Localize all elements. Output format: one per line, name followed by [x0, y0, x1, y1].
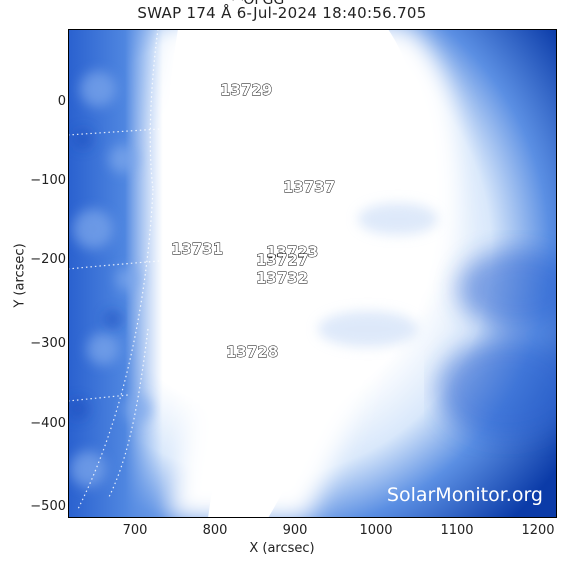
x-tick-label: 1200 [521, 523, 555, 538]
y-tick-label: −400 [30, 416, 66, 431]
solar-image: 13729 13737 13731 13723 13727 13732 1372… [68, 29, 557, 518]
y-tick-label: −300 [30, 336, 66, 351]
watermark: SolarMonitor.org [386, 484, 543, 506]
ar-label: 13732 [256, 269, 308, 287]
x-tick-label: 1100 [440, 523, 474, 538]
y-tick-label: −100 [30, 173, 66, 188]
x-tick-label: 800 [202, 523, 228, 538]
ar-label: 13731 [171, 240, 223, 258]
x-tick-label: 900 [282, 523, 308, 538]
ar-label: 13727 [256, 251, 308, 269]
y-axis-title: Y (arcsec) [12, 243, 28, 308]
ar-label: 13728 [226, 343, 278, 361]
y-tick-label: 0 [57, 94, 66, 109]
solar-image-svg: 13729 13737 13731 13723 13727 13732 1372… [68, 29, 557, 518]
ar-label: 13737 [283, 178, 335, 196]
ar-label: 13723 [266, 243, 318, 261]
image-title: SWAP 174 Å 6-Jul-2024 18:40:56.705 [137, 4, 427, 22]
x-axis-title: X (arcsec) [249, 541, 315, 556]
y-tick-label: −500 [30, 499, 66, 514]
partial-top-text: ꟷOFGG [232, 0, 285, 8]
x-tick-label: 700 [122, 523, 148, 538]
ar-label: 13729 [220, 81, 272, 99]
x-tick-label: 1000 [359, 523, 393, 538]
y-tick-label: −200 [30, 252, 66, 267]
